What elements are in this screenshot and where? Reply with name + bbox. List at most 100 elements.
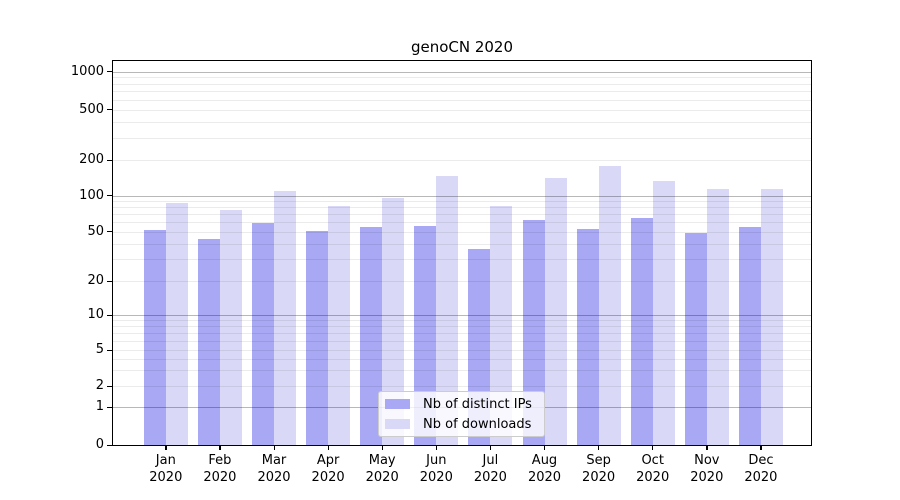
y-tick-mark-5 — [107, 349, 113, 351]
gridline-minor-8 — [113, 326, 811, 328]
gridline-minor-500 — [113, 109, 811, 111]
chart-title: genoCN 2020 — [410, 38, 514, 56]
x-tick-label-jan: Jan 2020 — [149, 453, 183, 485]
bar-ips-dec — [738, 226, 761, 445]
y-tick-mark-10 — [107, 314, 113, 316]
x-tick-label-feb: Feb 2020 — [203, 453, 237, 485]
plot-area — [112, 60, 812, 446]
legend-swatch-downloads — [385, 419, 410, 429]
bar-downloads-jan — [165, 202, 188, 445]
y-tick-mark-500 — [107, 109, 113, 111]
y-tick-label-100: 100 — [79, 187, 104, 203]
y-tick-label-1000: 1000 — [70, 63, 104, 79]
y-tick-label-10: 10 — [87, 307, 104, 322]
gridline-minor-4 — [113, 358, 811, 360]
x-tick-mark-mar — [273, 445, 275, 450]
bar-ips-jan — [143, 229, 166, 445]
x-tick-mark-jan — [165, 445, 167, 450]
bar-ips-sep — [576, 228, 599, 445]
gridline-minor-700 — [113, 91, 811, 93]
x-tick-label-sep: Sep 2020 — [582, 453, 616, 485]
y-tick-label-1: 1 — [95, 399, 104, 415]
y-tick-mark-1000 — [107, 71, 113, 73]
x-tick-mark-aug — [544, 445, 546, 450]
bar-downloads-dec — [760, 188, 783, 445]
gridline-major-1000 — [113, 71, 811, 73]
legend-label-distinct-ips: Nb of distinct IPs — [423, 396, 532, 412]
y-tick-mark-20 — [107, 280, 113, 282]
x-tick-label-dec: Dec 2020 — [744, 453, 778, 485]
gridline-minor-40 — [113, 243, 811, 245]
bar-downloads-jul — [490, 205, 513, 445]
bar-ips-may — [360, 226, 383, 445]
gridline-minor-200 — [113, 160, 811, 161]
x-tick-label-nov: Nov 2020 — [690, 453, 724, 485]
gridline-major-10 — [113, 315, 811, 316]
y-tick-label-20: 20 — [87, 273, 104, 288]
bar-downloads-jun — [436, 175, 459, 445]
gridline-minor-600 — [113, 99, 811, 101]
x-tick-label-jul: Jul 2020 — [473, 453, 507, 485]
gridline-minor-70 — [113, 214, 811, 216]
gridline-minor-80 — [113, 207, 811, 209]
legend-swatch-distinct-ips — [385, 399, 410, 409]
x-tick-mark-apr — [327, 445, 329, 450]
gridline-major-100 — [113, 195, 811, 197]
x-tick-label-oct: Oct 2020 — [636, 453, 670, 485]
x-tick-label-jun: Jun 2020 — [419, 453, 453, 485]
gridline-minor-400 — [113, 121, 811, 123]
y-tick-mark-50 — [107, 231, 113, 233]
x-tick-mark-jul — [489, 445, 492, 450]
bar-downloads-oct — [652, 180, 675, 445]
y-tick-mark-2 — [107, 385, 113, 387]
x-tick-mark-feb — [219, 445, 221, 450]
bar-ips-mar — [252, 223, 274, 445]
gridline-minor-50 — [113, 231, 811, 233]
x-tick-label-aug: Aug 2020 — [527, 453, 562, 485]
gridline-minor-30 — [113, 259, 811, 261]
y-tick-mark-100 — [107, 195, 113, 197]
gridline-minor-20 — [113, 281, 811, 282]
bar-ips-oct — [630, 218, 653, 445]
gridline-minor-7 — [113, 333, 811, 334]
bar-ips-apr — [306, 230, 329, 445]
bar-ips-jun — [414, 225, 437, 445]
bar-downloads-nov — [706, 188, 729, 445]
legend-item-downloads: Nb of downloads — [385, 414, 538, 434]
gridline-minor-2 — [113, 386, 811, 387]
bar-ips-feb — [197, 238, 220, 445]
x-tick-label-mar: Mar 2020 — [257, 453, 291, 485]
x-tick-mark-dec — [760, 445, 762, 450]
bar-downloads-apr — [328, 205, 351, 445]
y-tick-label-50: 50 — [87, 223, 104, 239]
gridline-minor-60 — [113, 222, 811, 224]
gridline-minor-300 — [113, 137, 811, 139]
bar-ips-aug — [522, 220, 545, 445]
gridline-minor-6 — [113, 340, 811, 342]
gridline-minor-90 — [113, 201, 811, 203]
y-tick-label-5: 5 — [95, 342, 104, 357]
gridline-minor-5 — [113, 350, 811, 351]
x-tick-label-may: May 2020 — [365, 453, 399, 485]
x-tick-mark-oct — [652, 445, 654, 450]
legend: Nb of distinct IPs Nb of downloads — [378, 391, 545, 437]
gridline-minor-9 — [113, 320, 811, 322]
legend-item-distinct-ips: Nb of distinct IPs — [385, 394, 538, 414]
y-tick-label-0: 0 — [95, 437, 104, 452]
gridline-minor-800 — [113, 83, 811, 85]
x-tick-mark-sep — [598, 445, 600, 450]
bar-downloads-feb — [219, 209, 242, 445]
y-tick-label-200: 200 — [79, 152, 104, 167]
bar-ips-nov — [684, 232, 707, 445]
bar-downloads-mar — [274, 190, 296, 445]
x-tick-mark-may — [381, 445, 383, 450]
legend-label-downloads: Nb of downloads — [423, 416, 532, 432]
y-tick-mark-1 — [107, 406, 113, 409]
x-tick-mark-nov — [706, 445, 708, 450]
x-tick-label-apr: Apr 2020 — [311, 453, 345, 485]
y-tick-mark-0 — [107, 444, 113, 446]
x-tick-mark-jun — [435, 445, 438, 450]
y-tick-label-2: 2 — [95, 378, 104, 393]
bar-downloads-may — [382, 198, 405, 445]
